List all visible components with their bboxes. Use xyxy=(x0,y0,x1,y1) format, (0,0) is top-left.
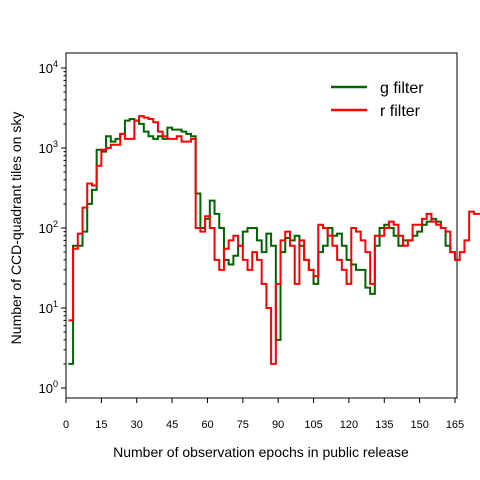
x-tick-label: 30 xyxy=(131,419,143,431)
y-tick-label: 100 xyxy=(39,379,58,396)
x-tick-label: 45 xyxy=(166,419,178,431)
series-layer xyxy=(68,115,480,365)
y-tick-label: 103 xyxy=(39,139,58,156)
y-axis: 100 101 102 103 104 xyxy=(39,59,66,396)
x-tick-label: 90 xyxy=(272,419,284,431)
x-tick-label: 0 xyxy=(63,419,69,431)
x-tick-label: 75 xyxy=(237,419,249,431)
y-tick-label: 104 xyxy=(39,59,58,76)
x-tick-label: 150 xyxy=(410,419,428,431)
x-tick-label: 60 xyxy=(201,419,213,431)
x-tick-label: 15 xyxy=(95,419,107,431)
y-tick-label: 102 xyxy=(39,219,58,236)
r-filter-series xyxy=(68,115,480,365)
legend: g filter r filter xyxy=(331,80,424,120)
legend-label-g: g filter xyxy=(380,80,424,97)
legend-label-r: r filter xyxy=(380,103,421,120)
x-tick-label: 120 xyxy=(340,419,358,431)
g-filter-series xyxy=(68,118,460,365)
y-axis-label: Number of CCD-quadrant tiles on sky xyxy=(8,112,24,345)
x-tick-label: 105 xyxy=(304,419,322,431)
x-axis-label: Number of observation epochs in public r… xyxy=(113,444,409,460)
x-tick-label: 165 xyxy=(446,419,464,431)
y-tick-label: 101 xyxy=(39,299,58,316)
plot-frame xyxy=(65,52,458,399)
x-tick-label: 135 xyxy=(375,419,393,431)
x-axis: 0 15 30 45 60 75 90 105 120 135 150 165 xyxy=(63,398,464,431)
